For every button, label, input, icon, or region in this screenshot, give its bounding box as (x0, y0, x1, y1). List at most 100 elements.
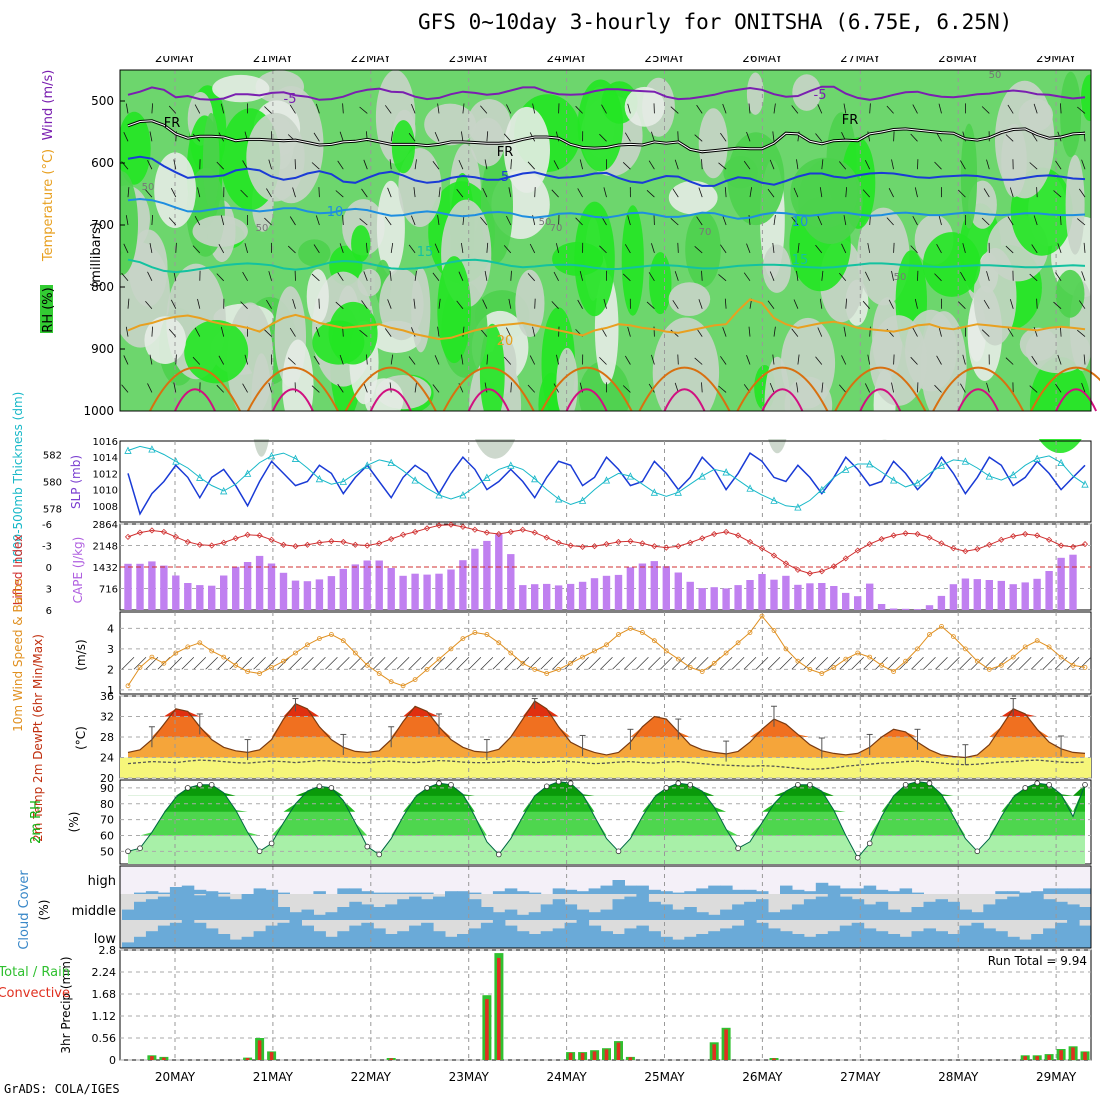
cloud-bar-high (193, 889, 207, 894)
lifted-index-marker (376, 540, 383, 547)
cape-bar (363, 560, 371, 610)
rh-marker (328, 785, 335, 791)
cloud-bar-low (301, 925, 314, 948)
rh-contour-label: 50 (989, 70, 1002, 81)
wind-speed-marker (640, 630, 645, 635)
cape-bar (854, 596, 862, 610)
cape-bar (590, 578, 599, 610)
lifted-index-marker (220, 539, 227, 546)
thickness-tick-label: 578 (43, 505, 62, 516)
precip-convective-bar (389, 1058, 393, 1060)
wind-barb (484, 270, 488, 281)
wind-10m-barb (468, 657, 482, 670)
lifted-index-marker (471, 526, 478, 533)
wind-10m-barb (695, 657, 709, 670)
cloud-bar-middle (588, 912, 602, 920)
wind-barb (838, 161, 847, 170)
thickness-marker (770, 496, 778, 504)
isotherm-label: 15 (417, 245, 434, 260)
lifted-index-marker (998, 536, 1005, 543)
rh-tick-label: 70 (100, 814, 114, 827)
rh-marker (543, 783, 550, 790)
wind-barb (886, 105, 894, 114)
lifted-index-marker (663, 544, 670, 551)
wind-barb (601, 104, 607, 114)
wind-barb (414, 270, 417, 281)
cloud-bar-middle (313, 914, 326, 920)
cloud-bar-high (373, 892, 386, 894)
wind-barb (743, 160, 751, 170)
cloud-bar-low (708, 931, 721, 948)
cape-axis-label: CAPE (J/kg) (71, 537, 85, 604)
slp-axis-label: SLP (mb) (69, 455, 83, 509)
wind-speed-marker (675, 656, 681, 662)
precip-side-label-convective: Convective (0, 986, 70, 1001)
thickness-marker (483, 473, 491, 481)
rh-shade-patch (652, 317, 720, 428)
cloud-bar-low (169, 922, 183, 948)
thickness-marker (411, 476, 419, 484)
isotherm-30-dome (369, 388, 412, 412)
isotherm-label: 10 (327, 205, 344, 220)
cloud-bar-low (612, 934, 625, 948)
wind-barb (1033, 103, 1038, 114)
wind-barb (244, 243, 248, 254)
cloud-bar-low (660, 936, 673, 948)
cloud-bar-middle (576, 909, 590, 920)
isotherm-30-dome (859, 388, 902, 412)
wind-barb (862, 189, 871, 198)
wind-barb (914, 187, 918, 198)
wind-barb (218, 244, 225, 254)
wind-barb (363, 271, 368, 281)
wind-10m-barb (648, 657, 661, 670)
wind-barb (315, 215, 320, 226)
wind-speed-marker (304, 642, 310, 648)
cape-bar (566, 583, 575, 610)
cloud-bar-high (1067, 888, 1080, 894)
cape-bar (495, 534, 503, 610)
wind-barb (508, 187, 512, 198)
wind-10m-barb (396, 657, 410, 670)
rh-contour-label: 50 (539, 217, 552, 228)
wind-barb (438, 298, 441, 309)
wind-10m-barb (612, 657, 625, 670)
cloud-bar-low (361, 922, 374, 948)
cape-bar (626, 567, 635, 610)
cloud-bar-high (803, 891, 817, 894)
lifted-index-marker (770, 552, 778, 559)
wind-speed-marker (819, 671, 825, 676)
wind-barb (720, 356, 727, 365)
wind-10m-barb (337, 657, 350, 670)
lifted-index-marker (244, 531, 251, 538)
precip-tick-label: 1.12 (92, 1010, 117, 1023)
cloud-bar-high (588, 888, 602, 894)
wind-barb (339, 243, 344, 254)
cloud-bar-high (720, 885, 733, 894)
wind-barb (773, 326, 776, 337)
cloud-bar-high (468, 892, 482, 894)
thickness-marker (435, 491, 443, 499)
wind-barb (867, 354, 871, 365)
wind-barb (437, 215, 440, 226)
wind-barb (958, 189, 966, 198)
cloud-bar-middle (708, 914, 721, 920)
rh-shade-patch (649, 252, 672, 315)
precip-convective-bar (1083, 1052, 1087, 1060)
isotherm-label: 10 (792, 215, 809, 230)
cloud-bar-high (576, 891, 590, 894)
lifted-index-marker (782, 560, 790, 567)
isotherm-30-dome (174, 388, 216, 412)
cape-bar (698, 588, 706, 610)
thickness-marker (985, 472, 993, 480)
wind-barb (1031, 132, 1038, 142)
thickness-marker (339, 477, 347, 485)
cloud-bar-high (361, 891, 374, 894)
thickness-marker (698, 472, 706, 480)
lifted-index-marker (567, 542, 574, 549)
cloud-bar-high (528, 892, 542, 894)
cloud-bar-middle (875, 901, 889, 920)
wind-barb (121, 272, 129, 282)
wind-barb (862, 300, 871, 309)
cloud-bar-low (433, 931, 446, 948)
cloud-bar-high (648, 889, 661, 894)
